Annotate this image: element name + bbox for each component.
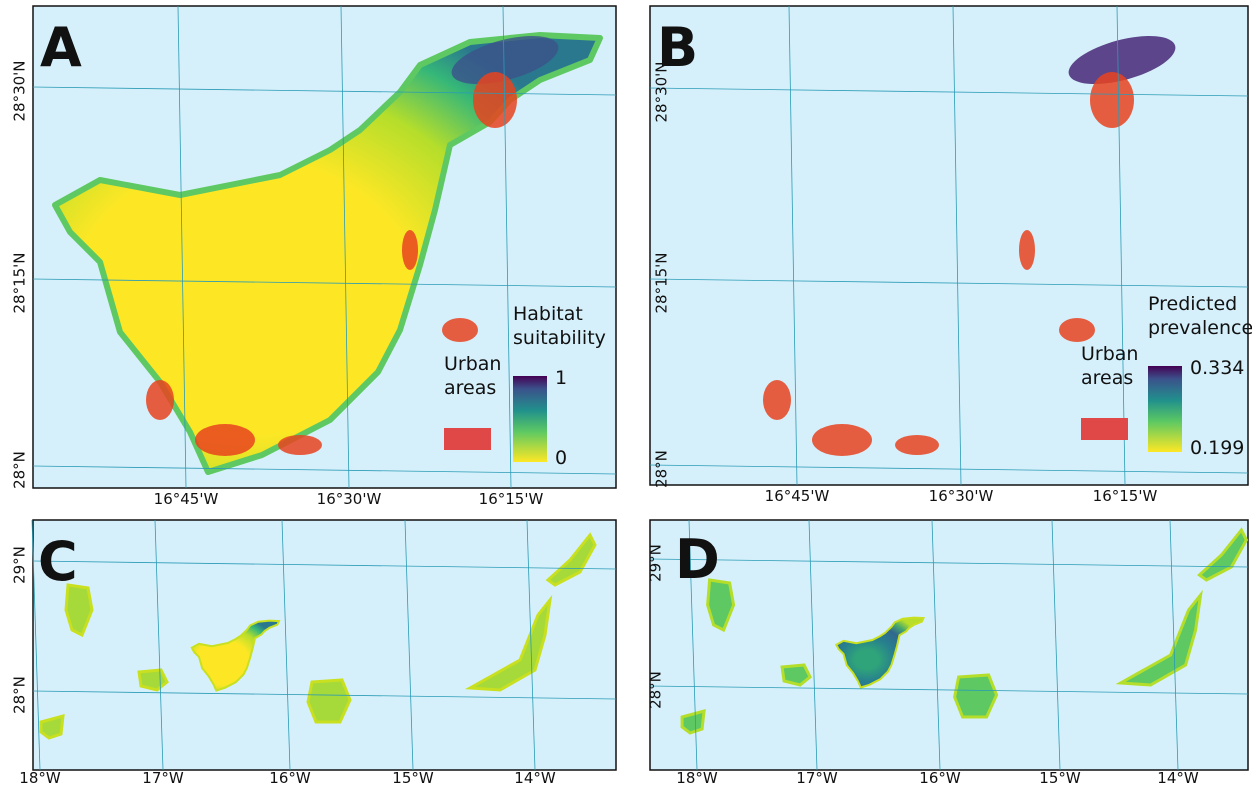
legend-title: suitability bbox=[513, 327, 606, 349]
latitude-label: 28°30'N bbox=[653, 61, 671, 122]
urban-legend-label: Urban bbox=[444, 353, 501, 375]
island bbox=[308, 680, 350, 722]
island bbox=[955, 675, 997, 717]
legend-title: Habitat bbox=[513, 303, 583, 325]
island bbox=[782, 665, 810, 685]
latitude-label: 29°N bbox=[647, 544, 665, 582]
sea bbox=[650, 520, 1248, 770]
color-ramp bbox=[1148, 366, 1182, 452]
longitude-label: 14°W bbox=[1157, 769, 1199, 787]
longitude-label: 16°30'W bbox=[317, 490, 382, 508]
latitude-label: 28°30'N bbox=[11, 60, 29, 121]
urban-area bbox=[278, 435, 322, 455]
longitude-label: 14°W bbox=[514, 769, 556, 787]
legend-title: prevalence bbox=[1148, 317, 1252, 339]
panel-label: C bbox=[38, 530, 78, 593]
longitude-label: 17°W bbox=[142, 769, 184, 787]
map-panel: D 29°N 28°N 18°W 17°W 16°W 15°W 14°W bbox=[647, 520, 1249, 787]
panel-label: A bbox=[40, 16, 82, 79]
urban-area bbox=[1090, 72, 1134, 128]
latitude-label: 28°N bbox=[11, 451, 29, 489]
longitude-label: 17°W bbox=[796, 769, 838, 787]
map-panel: C 29°N 28°N 18°W 17°W 16°W 15°W 14°W bbox=[11, 520, 617, 787]
longitude-label: 16°30'W bbox=[929, 487, 994, 505]
legend-min: 0 bbox=[555, 447, 567, 469]
map-panel: A 28°30'N 28°15'N 28°N 16°45'W 16°30'W 16°15'W… bbox=[11, 6, 617, 508]
urban-area bbox=[442, 318, 478, 342]
latitude-label: 28°N bbox=[11, 676, 29, 714]
longitude-label: 16°45'W bbox=[765, 487, 830, 505]
longitude-label: 15°W bbox=[1039, 769, 1081, 787]
island bbox=[139, 670, 167, 690]
latitude-label: 28°15'N bbox=[11, 252, 29, 313]
latitude-label: 28°N bbox=[647, 671, 665, 709]
panel-label: D bbox=[675, 528, 720, 591]
urban-swatch bbox=[1081, 418, 1128, 440]
longitude-label: 15°W bbox=[392, 769, 434, 787]
urban-legend-label: areas bbox=[444, 377, 496, 399]
page: {"panels": [ {"label": "A", "lat_labels"… bbox=[0, 0, 1252, 788]
urban-swatch bbox=[444, 428, 491, 450]
legend-max: 0.334 bbox=[1190, 357, 1244, 379]
longitude-label: 16°W bbox=[919, 769, 961, 787]
urban-area bbox=[473, 72, 517, 128]
longitude-label: 16°W bbox=[269, 769, 311, 787]
legend-max: 1 bbox=[555, 367, 567, 389]
longitude-label: 18°W bbox=[676, 769, 718, 787]
legend-title: Predicted bbox=[1148, 293, 1237, 315]
latitude-label: 29°N bbox=[11, 546, 29, 584]
longitude-label: 18°W bbox=[19, 769, 61, 787]
urban-area bbox=[1059, 318, 1095, 342]
longitude-label: 16°15'W bbox=[1093, 487, 1158, 505]
latitude-label: 28°N bbox=[653, 450, 671, 488]
legend-min: 0.199 bbox=[1190, 437, 1244, 459]
urban-area bbox=[1019, 230, 1035, 270]
urban-area bbox=[812, 424, 872, 456]
figure: A 28°30'N 28°15'N 28°N 16°45'W 16°30'W 16°15'W… bbox=[0, 0, 1252, 788]
urban-area bbox=[146, 380, 174, 420]
urban-legend-label: areas bbox=[1081, 367, 1133, 389]
latitude-label: 28°15'N bbox=[653, 252, 671, 313]
urban-area bbox=[895, 435, 939, 455]
urban-area bbox=[402, 230, 418, 270]
urban-area bbox=[195, 424, 255, 456]
longitude-label: 16°15'W bbox=[479, 490, 544, 508]
urban-legend-label: Urban bbox=[1081, 343, 1138, 365]
urban-area bbox=[763, 380, 791, 420]
longitude-label: 16°45'W bbox=[154, 490, 219, 508]
color-ramp bbox=[513, 376, 547, 462]
